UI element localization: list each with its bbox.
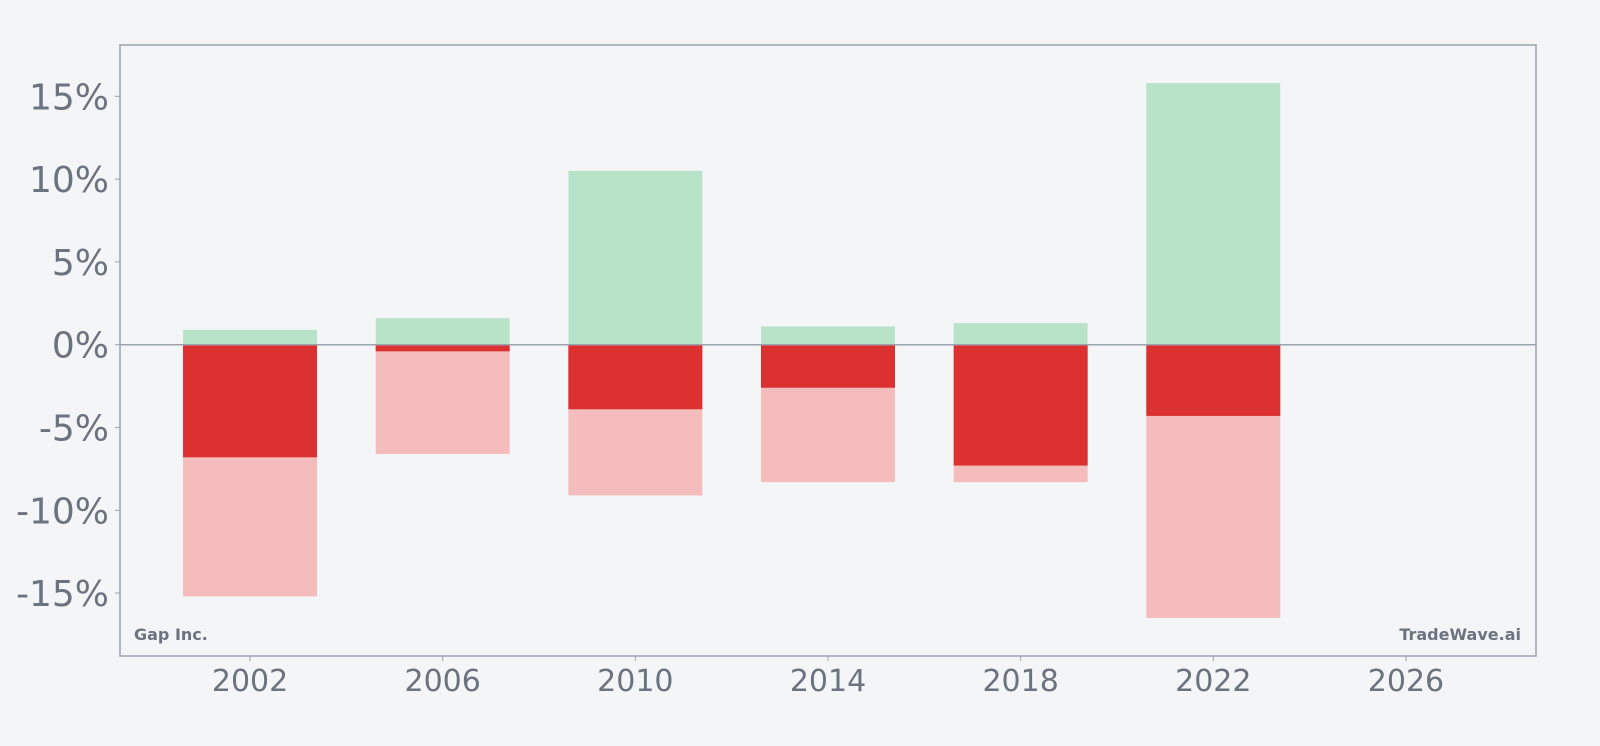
y-tick-label: 0%: [52, 326, 109, 367]
bar-2002-series-0: [183, 329, 318, 345]
x-tick-label: 2006: [405, 664, 481, 699]
bar-2014-series-2: [761, 344, 895, 388]
bar-2014-series-0: [761, 326, 895, 345]
y-tick-label: 15%: [29, 77, 109, 118]
bar-2010-series-0: [568, 170, 703, 345]
bar-2022-series-2: [1146, 344, 1281, 416]
y-tick-label: 5%: [52, 243, 109, 284]
x-tick-label: 2002: [212, 664, 288, 699]
y-tick-label: -5%: [39, 408, 109, 449]
brand-watermark: TradeWave.ai: [1399, 625, 1521, 644]
y-axis: 15% 10% 5% 0% -5% -10% -15%: [16, 77, 120, 615]
x-tick-label: 2018: [982, 664, 1058, 699]
x-tick-label: 2022: [1175, 664, 1251, 699]
y-tick-label: -10%: [16, 491, 109, 532]
bar-2006-series-2: [375, 344, 510, 352]
bar-2018-series-2: [953, 344, 1088, 466]
bar-2010-series-2: [568, 344, 703, 410]
bar-2002-series-2: [183, 344, 318, 458]
y-tick-label: 10%: [29, 160, 109, 201]
bar-2018-series-0: [953, 323, 1088, 345]
y-tick-label: -15%: [16, 574, 109, 615]
bar-2006-series-1: [375, 344, 510, 454]
x-axis: 2002 2006 2010 2014 2018 2022 2026: [212, 656, 1444, 699]
bar-2022-series-0: [1146, 83, 1281, 345]
company-label: Gap Inc.: [134, 625, 208, 644]
x-tick-label: 2014: [790, 664, 866, 699]
x-tick-label: 2010: [597, 664, 673, 699]
bar-2006-series-0: [375, 318, 510, 345]
bars-layer: [183, 83, 1281, 618]
x-tick-label: 2026: [1368, 664, 1444, 699]
